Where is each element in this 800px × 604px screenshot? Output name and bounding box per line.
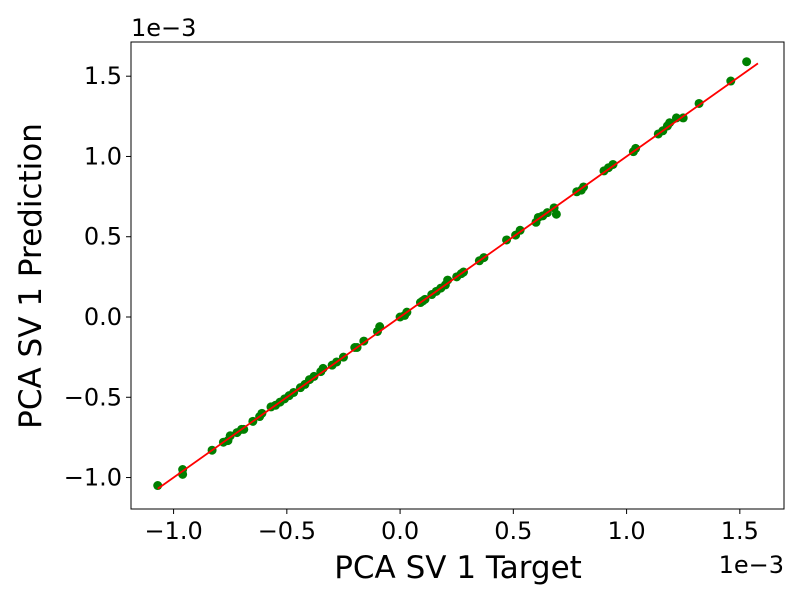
x-tick-label: 0.5 (494, 517, 532, 545)
y-tick-label: 1.5 (84, 62, 122, 90)
x-tick-label: −0.5 (258, 517, 316, 545)
x-tick-label: 0.0 (381, 517, 419, 545)
y-axis-label: PCA SV 1 Prediction (13, 123, 49, 429)
y-tick-label: −0.5 (64, 383, 122, 411)
y-tick-label: 0.0 (84, 303, 122, 331)
x-axis-label: PCA SV 1 Target (334, 550, 582, 586)
plot-frame (130, 41, 785, 510)
x-tick-label: 1.0 (607, 517, 645, 545)
x-tick-label: −1.0 (144, 517, 202, 545)
identity-line (157, 62, 759, 490)
y-offset: 1e−3 (131, 14, 196, 42)
x-tick-label: 1.5 (721, 517, 759, 545)
point (742, 57, 752, 67)
y-tick-label: −1.0 (64, 464, 122, 492)
y-tick-label: 0.5 (84, 223, 122, 251)
point (551, 209, 561, 219)
y-tick-label: 1.0 (84, 142, 122, 170)
x-offset: 1e−3 (719, 551, 784, 579)
